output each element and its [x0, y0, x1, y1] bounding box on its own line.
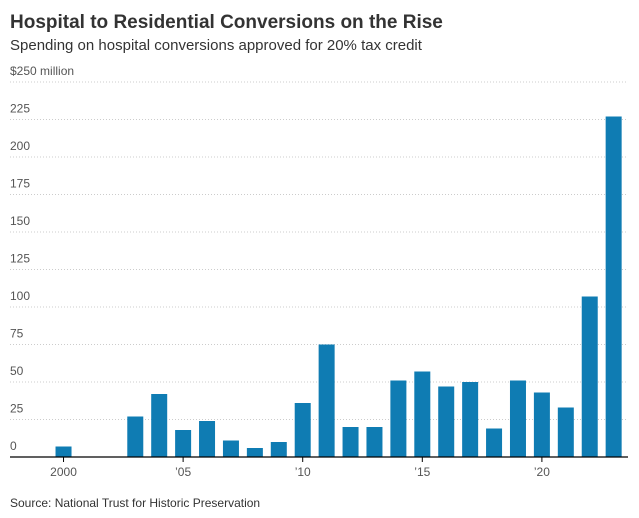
bar: [390, 380, 407, 457]
x-tick-label: 2000: [50, 465, 77, 479]
y-tick-label: 175: [10, 177, 30, 191]
bar: [414, 371, 431, 457]
source: Source: National Trust for Historic Pres…: [10, 496, 260, 510]
bar: [199, 421, 216, 457]
bar: [246, 448, 263, 457]
y-tick-label: 50: [10, 364, 24, 378]
chart-subtitle: Spending on hospital conversions approve…: [10, 37, 423, 54]
bar: [127, 416, 144, 457]
bar: [509, 380, 526, 457]
y-tick-label: 25: [10, 402, 24, 416]
bar: [533, 392, 550, 457]
x-tick-label: ’05: [175, 465, 191, 479]
x-tick-label: ’20: [534, 465, 550, 479]
bar: [270, 442, 287, 457]
bar: [462, 382, 479, 457]
y-tick-label: 75: [10, 327, 24, 341]
bar: [366, 427, 383, 457]
bar: [342, 427, 359, 457]
bar: [55, 446, 72, 457]
x-tick-label: ’15: [414, 465, 430, 479]
y-tick-label: 225: [10, 102, 30, 116]
bar: [486, 428, 503, 457]
y-tick-label: $250 million: [10, 64, 74, 78]
bar: [294, 403, 311, 457]
chart-title: Hospital to Residential Conversions on t…: [10, 12, 443, 33]
bar: [581, 296, 598, 457]
bar: [318, 344, 335, 457]
bar: [557, 407, 574, 457]
y-tick-label: 100: [10, 289, 30, 303]
bar: [605, 116, 622, 457]
bar: [151, 394, 168, 457]
bar: [438, 386, 455, 457]
bar: [222, 440, 239, 457]
y-tick-label: 0: [10, 439, 17, 453]
y-tick-label: 150: [10, 214, 30, 228]
y-tick-label: 200: [10, 139, 30, 153]
x-tick-label: ’10: [295, 465, 311, 479]
bar: [175, 430, 192, 457]
y-tick-label: 125: [10, 252, 30, 266]
